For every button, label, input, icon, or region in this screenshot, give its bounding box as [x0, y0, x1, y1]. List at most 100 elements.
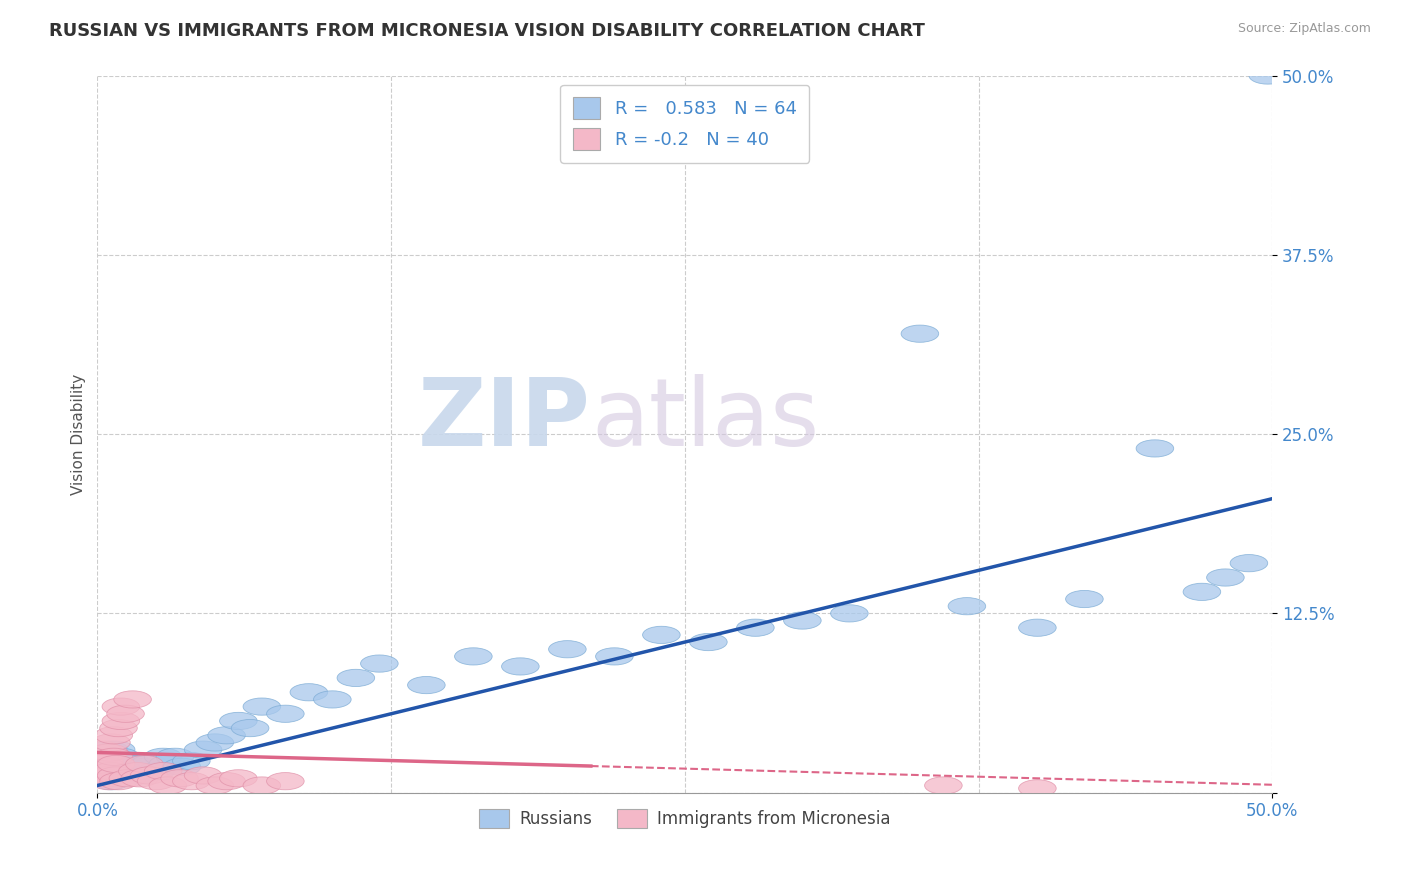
Ellipse shape: [97, 767, 135, 784]
Ellipse shape: [104, 756, 142, 772]
Ellipse shape: [173, 753, 209, 770]
Ellipse shape: [163, 758, 201, 775]
Ellipse shape: [89, 758, 125, 775]
Text: ZIP: ZIP: [418, 374, 591, 466]
Ellipse shape: [103, 767, 139, 784]
Legend: Russians, Immigrants from Micronesia: Russians, Immigrants from Micronesia: [472, 802, 897, 835]
Ellipse shape: [121, 767, 159, 784]
Ellipse shape: [100, 753, 138, 770]
Ellipse shape: [138, 772, 174, 789]
Ellipse shape: [93, 734, 131, 751]
Ellipse shape: [82, 756, 118, 772]
Ellipse shape: [83, 763, 121, 780]
Ellipse shape: [1018, 780, 1056, 797]
Ellipse shape: [208, 772, 246, 789]
Ellipse shape: [83, 741, 121, 758]
Ellipse shape: [96, 727, 132, 744]
Ellipse shape: [219, 770, 257, 787]
Ellipse shape: [100, 772, 138, 789]
Ellipse shape: [1249, 67, 1286, 84]
Ellipse shape: [96, 756, 132, 772]
Ellipse shape: [783, 612, 821, 629]
Ellipse shape: [360, 655, 398, 673]
Ellipse shape: [243, 777, 281, 794]
Ellipse shape: [232, 720, 269, 737]
Ellipse shape: [408, 676, 446, 694]
Ellipse shape: [267, 706, 304, 723]
Ellipse shape: [107, 706, 145, 723]
Ellipse shape: [243, 698, 281, 715]
Ellipse shape: [901, 325, 939, 343]
Ellipse shape: [290, 683, 328, 701]
Ellipse shape: [96, 748, 132, 765]
Ellipse shape: [1136, 440, 1174, 457]
Ellipse shape: [925, 777, 962, 794]
Ellipse shape: [110, 770, 146, 787]
Ellipse shape: [1206, 569, 1244, 586]
Ellipse shape: [103, 748, 139, 765]
Text: atlas: atlas: [591, 374, 820, 466]
Ellipse shape: [90, 772, 128, 789]
Ellipse shape: [100, 758, 138, 775]
Ellipse shape: [131, 767, 167, 784]
Ellipse shape: [502, 657, 538, 675]
Ellipse shape: [93, 763, 131, 780]
Ellipse shape: [86, 753, 124, 770]
Ellipse shape: [948, 598, 986, 615]
Ellipse shape: [103, 713, 139, 730]
Ellipse shape: [107, 763, 145, 780]
Ellipse shape: [337, 669, 374, 687]
Ellipse shape: [110, 758, 146, 775]
Ellipse shape: [173, 772, 209, 789]
Ellipse shape: [149, 777, 187, 794]
Ellipse shape: [1066, 591, 1104, 607]
Ellipse shape: [86, 770, 124, 787]
Ellipse shape: [82, 748, 118, 765]
Ellipse shape: [156, 748, 194, 765]
Ellipse shape: [86, 753, 124, 770]
Ellipse shape: [90, 767, 128, 784]
Ellipse shape: [184, 741, 222, 758]
Ellipse shape: [118, 763, 156, 780]
Ellipse shape: [97, 756, 135, 772]
Ellipse shape: [454, 648, 492, 665]
Ellipse shape: [596, 648, 633, 665]
Ellipse shape: [643, 626, 681, 643]
Ellipse shape: [111, 753, 149, 770]
Ellipse shape: [125, 758, 163, 775]
Ellipse shape: [93, 748, 131, 765]
Ellipse shape: [149, 756, 187, 772]
Ellipse shape: [125, 756, 163, 772]
Ellipse shape: [97, 741, 135, 758]
Ellipse shape: [548, 640, 586, 657]
Ellipse shape: [83, 748, 121, 765]
Ellipse shape: [195, 734, 233, 751]
Ellipse shape: [97, 770, 135, 787]
Ellipse shape: [314, 690, 352, 708]
Ellipse shape: [1230, 555, 1268, 572]
Ellipse shape: [93, 772, 131, 789]
Ellipse shape: [89, 758, 125, 775]
Ellipse shape: [737, 619, 775, 636]
Ellipse shape: [267, 772, 304, 789]
Y-axis label: Vision Disability: Vision Disability: [72, 374, 86, 495]
Ellipse shape: [689, 633, 727, 650]
Ellipse shape: [100, 720, 138, 737]
Ellipse shape: [86, 770, 124, 787]
Ellipse shape: [138, 763, 174, 780]
Ellipse shape: [831, 605, 868, 622]
Ellipse shape: [121, 770, 159, 787]
Ellipse shape: [114, 756, 152, 772]
Ellipse shape: [114, 690, 152, 708]
Ellipse shape: [1182, 583, 1220, 600]
Ellipse shape: [96, 763, 132, 780]
Ellipse shape: [90, 741, 128, 758]
Text: Source: ZipAtlas.com: Source: ZipAtlas.com: [1237, 22, 1371, 36]
Ellipse shape: [82, 756, 118, 772]
Text: RUSSIAN VS IMMIGRANTS FROM MICRONESIA VISION DISABILITY CORRELATION CHART: RUSSIAN VS IMMIGRANTS FROM MICRONESIA VI…: [49, 22, 925, 40]
Ellipse shape: [89, 767, 125, 784]
Ellipse shape: [145, 763, 181, 780]
Ellipse shape: [208, 727, 246, 744]
Ellipse shape: [131, 756, 167, 772]
Ellipse shape: [219, 713, 257, 730]
